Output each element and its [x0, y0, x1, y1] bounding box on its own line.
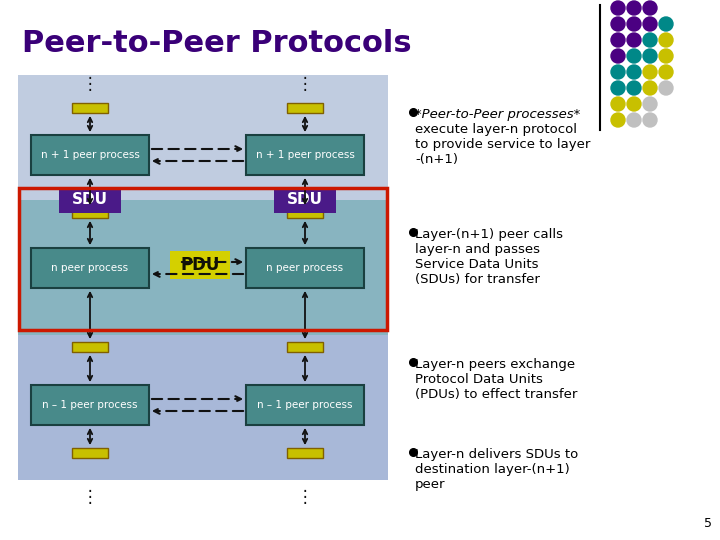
Text: n – 1 peer process: n – 1 peer process — [257, 400, 353, 410]
Bar — [18, 200, 388, 335]
Circle shape — [643, 81, 657, 95]
Circle shape — [643, 113, 657, 127]
Circle shape — [627, 113, 641, 127]
Circle shape — [611, 65, 625, 79]
Bar — [246, 135, 364, 175]
Text: Protocol Data Units: Protocol Data Units — [415, 373, 543, 386]
Circle shape — [611, 33, 625, 47]
Bar — [59, 188, 121, 213]
Circle shape — [643, 49, 657, 63]
Text: 5: 5 — [704, 517, 712, 530]
Circle shape — [627, 1, 641, 15]
Text: SDU: SDU — [287, 192, 323, 207]
Text: Layer-(n+1) peer calls: Layer-(n+1) peer calls — [415, 228, 563, 241]
Text: layer-n and passes: layer-n and passes — [415, 243, 540, 256]
Circle shape — [627, 33, 641, 47]
Text: execute layer-n protocol: execute layer-n protocol — [415, 123, 577, 136]
Bar — [287, 208, 323, 218]
Circle shape — [643, 33, 657, 47]
Text: Layer-n peers exchange: Layer-n peers exchange — [415, 358, 575, 371]
Text: peer: peer — [415, 478, 446, 491]
Circle shape — [611, 49, 625, 63]
Text: n peer process: n peer process — [51, 263, 129, 273]
Text: -(n+1): -(n+1) — [415, 153, 458, 166]
Circle shape — [659, 33, 673, 47]
Bar — [72, 208, 108, 218]
Text: n – 1 peer process: n – 1 peer process — [42, 400, 138, 410]
Circle shape — [627, 49, 641, 63]
Circle shape — [627, 97, 641, 111]
Bar — [18, 75, 388, 200]
Circle shape — [659, 49, 673, 63]
Bar — [246, 385, 364, 425]
Circle shape — [627, 17, 641, 31]
Bar — [18, 335, 388, 480]
Text: n peer process: n peer process — [266, 263, 343, 273]
Bar — [274, 188, 336, 213]
Bar — [72, 342, 108, 352]
Text: PDU: PDU — [180, 256, 220, 274]
Text: *Peer-to-Peer processes*: *Peer-to-Peer processes* — [415, 108, 580, 121]
Bar — [287, 448, 323, 458]
Circle shape — [643, 97, 657, 111]
Circle shape — [643, 1, 657, 15]
Text: destination layer-(n+1): destination layer-(n+1) — [415, 463, 570, 476]
Text: ⋮: ⋮ — [297, 75, 313, 93]
Bar — [287, 342, 323, 352]
Text: n + 1 peer process: n + 1 peer process — [256, 150, 354, 160]
Bar — [287, 103, 323, 113]
Text: to provide service to layer: to provide service to layer — [415, 138, 590, 151]
Bar — [170, 251, 230, 279]
Text: n + 1 peer process: n + 1 peer process — [40, 150, 140, 160]
Circle shape — [627, 65, 641, 79]
Text: Peer-to-Peer Protocols: Peer-to-Peer Protocols — [22, 29, 412, 58]
Text: ⋮: ⋮ — [81, 488, 99, 506]
Circle shape — [643, 17, 657, 31]
Bar — [19, 188, 387, 330]
Text: ⋮: ⋮ — [81, 75, 99, 93]
Circle shape — [611, 81, 625, 95]
Circle shape — [611, 113, 625, 127]
Bar — [31, 248, 149, 288]
Circle shape — [659, 17, 673, 31]
Circle shape — [659, 81, 673, 95]
Circle shape — [611, 97, 625, 111]
Circle shape — [611, 17, 625, 31]
Bar — [31, 135, 149, 175]
Circle shape — [659, 65, 673, 79]
Text: SDU: SDU — [72, 192, 108, 207]
Circle shape — [611, 1, 625, 15]
Bar — [72, 448, 108, 458]
Circle shape — [627, 81, 641, 95]
Circle shape — [643, 65, 657, 79]
Text: (PDUs) to effect transfer: (PDUs) to effect transfer — [415, 388, 577, 401]
Text: Layer-n delivers SDUs to: Layer-n delivers SDUs to — [415, 448, 578, 461]
Text: ⋮: ⋮ — [297, 488, 313, 506]
Bar — [246, 248, 364, 288]
Bar — [72, 103, 108, 113]
Text: (SDUs) for transfer: (SDUs) for transfer — [415, 273, 540, 286]
Bar — [31, 385, 149, 425]
Text: Service Data Units: Service Data Units — [415, 258, 539, 271]
